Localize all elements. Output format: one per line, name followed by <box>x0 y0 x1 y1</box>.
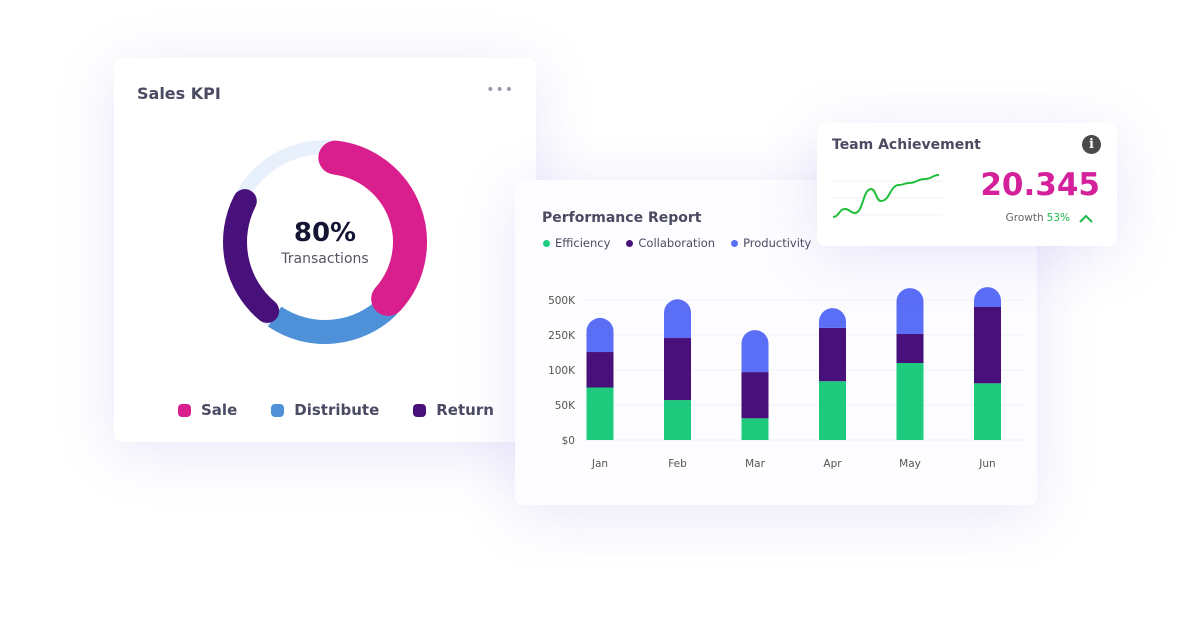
x-tick-label: May <box>899 458 921 470</box>
efficiency-dot <box>543 239 550 247</box>
donut-chart <box>223 140 427 344</box>
growth-indicator: Growth 53% <box>1006 212 1093 224</box>
x-tick-label: Apr <box>823 458 842 470</box>
sales-kpi-card: Sales KPI ••• 80% Transactions Sale Dist… <box>114 58 536 442</box>
donut-legend: Sale Distribute Return <box>178 401 528 419</box>
bar-collaboration <box>974 307 1001 384</box>
legend-label: Efficiency <box>555 236 611 250</box>
bar-efficiency <box>819 381 846 440</box>
bar-collaboration <box>741 372 769 419</box>
bar-efficiency <box>586 387 614 440</box>
chart-title: Performance Report <box>542 210 702 226</box>
legend-label: Collaboration <box>638 236 716 250</box>
collaboration-dot <box>626 239 634 247</box>
y-tick-label: 250K <box>548 330 576 342</box>
bar-productivity <box>741 330 769 373</box>
sparkline <box>832 174 940 218</box>
productivity-dot <box>731 239 739 247</box>
center-label: Transactions <box>281 251 369 267</box>
team-achievement-card: Team Achievement i 20.345 Growth 53% <box>817 123 1117 246</box>
x-tick-label: Jan <box>591 458 608 470</box>
bar-efficiency <box>896 363 924 440</box>
legend-label: Distribute <box>294 401 380 419</box>
legend-return: Return <box>413 401 494 419</box>
growth-label: Growth <box>1005 212 1044 224</box>
legend-productivity: Productivity <box>731 236 811 250</box>
y-tick-label: 50K <box>555 400 576 412</box>
center-value: 80% <box>293 218 357 248</box>
bar-collaboration <box>819 327 846 382</box>
chevron-up-icon <box>1079 214 1093 223</box>
bar-productivity <box>586 317 614 353</box>
bar-collaboration <box>664 338 691 401</box>
bar-efficiency <box>974 383 1001 440</box>
legend-collaboration: Collaboration <box>626 236 715 250</box>
legend-label: Sale <box>201 401 238 419</box>
donut-slice-sale <box>318 140 427 316</box>
sparkline-chart <box>832 174 943 218</box>
y-tick-label: $0 <box>562 435 575 447</box>
donut-slice-return <box>223 189 280 323</box>
achievement-value: 20.345 <box>980 167 1100 203</box>
stacked-bar-chart: $0 50K 100K 250K 500K Jan Feb Mar Apr May Jun <box>548 287 1025 470</box>
info-icon[interactable]: i <box>1082 135 1101 154</box>
more-horizontal-icon[interactable]: ••• <box>486 82 514 98</box>
legend-efficiency: Efficiency <box>543 236 610 250</box>
bar-efficiency <box>741 418 769 440</box>
card-title: Team Achievement <box>832 137 981 153</box>
bar-productivity <box>896 288 924 335</box>
legend-label: Productivity <box>743 236 812 250</box>
bar-productivity <box>819 308 846 328</box>
return-swatch <box>413 403 427 417</box>
x-tick-label: Feb <box>668 458 687 470</box>
legend-distribute: Distribute <box>271 401 379 419</box>
legend-label: Return <box>436 401 494 419</box>
x-tick-label: Mar <box>745 458 765 470</box>
bar-collaboration <box>586 352 614 388</box>
distribute-swatch <box>271 403 285 417</box>
bar-collaboration <box>896 334 924 363</box>
legend-sale: Sale <box>178 401 237 419</box>
card-title: Sales KPI <box>137 84 221 103</box>
bar-productivity <box>974 287 1001 307</box>
bar-legend: Efficiency Collaboration Productivity <box>543 236 827 250</box>
y-tick-label: 500K <box>548 295 576 307</box>
bar-efficiency <box>664 400 691 440</box>
sale-swatch <box>178 403 191 417</box>
y-tick-label: 100K <box>548 365 576 377</box>
x-tick-label: Jun <box>978 458 995 470</box>
donut-slice-distribute <box>267 296 398 344</box>
bar-productivity <box>664 299 691 339</box>
growth-value: 53% <box>1046 212 1070 224</box>
